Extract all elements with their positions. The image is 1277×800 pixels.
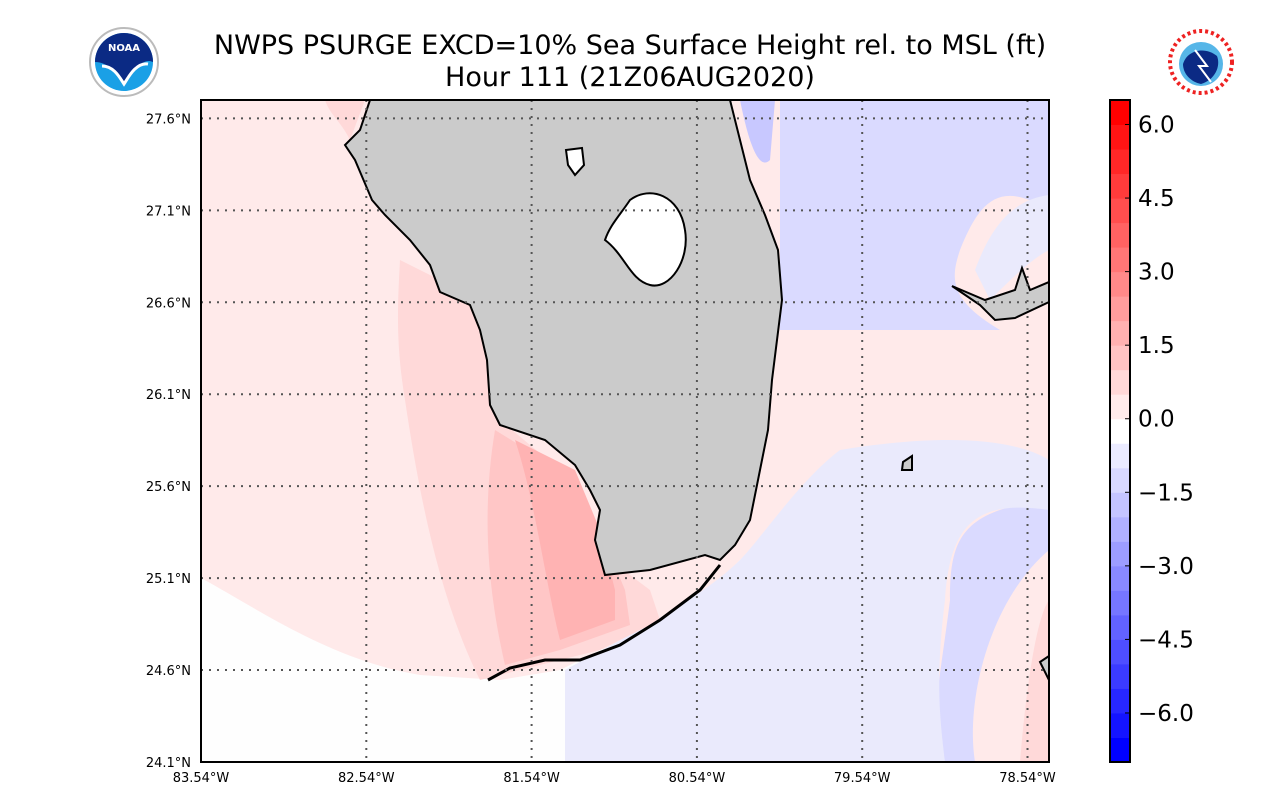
colorbar-bin — [1110, 418, 1130, 444]
colorbar-tick-label: −3.0 — [1138, 554, 1194, 580]
colorbar-tick-label: −1.5 — [1138, 480, 1194, 506]
colorbar-bin — [1110, 712, 1130, 738]
y-tick-label: 27.1°N — [146, 204, 191, 219]
colorbar-bin — [1110, 247, 1130, 273]
colorbar-bin — [1110, 222, 1130, 248]
colorbar-bin — [1110, 614, 1130, 640]
colorbar-frame — [1109, 99, 1131, 763]
colorbar-bin — [1110, 345, 1130, 371]
x-tick-label: 83.54°W — [173, 771, 230, 786]
y-tick-label: 26.6°N — [146, 296, 191, 311]
colorbar-bin — [1110, 198, 1130, 224]
colorbar-bin — [1110, 688, 1130, 714]
colorbar-bin — [1110, 565, 1130, 591]
colorbar-bin — [1110, 271, 1130, 297]
colorbar-tick-label: 6.0 — [1138, 113, 1175, 139]
colorbar-tick-label: 4.5 — [1138, 186, 1175, 212]
nws-logo — [1167, 28, 1235, 96]
svg-text:NOAA: NOAA — [108, 43, 140, 54]
colorbar-bin — [1110, 467, 1130, 493]
colorbar-bin — [1110, 541, 1130, 567]
colorbar: 6.0 4.5 3.0 1.5 0.0 −1.5 −3.0 −4.5 −6.0 — [1109, 99, 1194, 763]
gulf-background-region — [201, 100, 1049, 762]
y-tick-label: 25.6°N — [146, 480, 191, 495]
x-tick-label: 81.54°W — [503, 771, 560, 786]
open-gulf-south-region — [201, 540, 760, 762]
colorbar-tick-label: 0.0 — [1138, 407, 1175, 433]
colorbar-bin — [1110, 639, 1130, 665]
colorbar-bin — [1110, 737, 1130, 763]
colorbar-bin — [1110, 100, 1130, 126]
florida-keys — [487, 564, 722, 682]
y-tick-label: 26.1°N — [146, 388, 191, 403]
colorbar-bin — [1110, 149, 1130, 175]
y-tick-label: 25.1°N — [146, 572, 191, 587]
x-tick-label: 80.54°W — [669, 771, 726, 786]
surge-field — [201, 100, 1049, 762]
colorbar-tick-label: −6.0 — [1138, 701, 1194, 727]
noaa-logo: NOAA — [89, 27, 159, 97]
colorbar-bin — [1110, 590, 1130, 616]
y-tick-label: 24.1°N — [146, 756, 191, 771]
x-tick-label: 79.54°W — [834, 771, 891, 786]
colorbar-bin — [1110, 124, 1130, 150]
colorbar-bin — [1110, 173, 1130, 199]
straits-of-florida-region — [565, 440, 1049, 762]
y-tick-label: 24.6°N — [146, 664, 191, 679]
colorbar-bin — [1110, 492, 1130, 518]
x-tick-label: 82.54°W — [338, 771, 395, 786]
colorbar-bin — [1110, 516, 1130, 542]
colorbar-bin — [1110, 663, 1130, 689]
y-tick-label: 27.6°N — [146, 112, 191, 127]
grand-bahama-land — [951, 264, 1049, 322]
colorbar-bin — [1110, 394, 1130, 420]
chart-title: NWPS PSURGE EXCD=10% Sea Surface Height … — [213, 30, 1047, 61]
x-axis-ticks: 83.54°W 82.54°W 81.54°W 80.54°W 79.54°W 78.54… — [173, 771, 1056, 786]
colorbar-tick-label: 3.0 — [1138, 260, 1175, 286]
x-tick-label: 78.54°W — [999, 771, 1056, 786]
colorbar-bin — [1110, 320, 1130, 346]
colorbar-tick-label: 1.5 — [1138, 333, 1175, 359]
graticule — [201, 100, 1049, 762]
colorbar-bin — [1110, 296, 1130, 322]
y-axis-ticks: 24.1°N 24.6°N 25.1°N 25.6°N 26.1°N 26.6°N 27.1… — [146, 112, 191, 771]
chart-subtitle: Hour 111 (21Z06AUG2020) — [445, 62, 815, 93]
colorbar-tick-label: −4.5 — [1138, 627, 1194, 653]
florida-peninsula-land — [343, 100, 784, 577]
colorbar-bin — [1110, 369, 1130, 395]
ten-thousand-islands-surge-region — [515, 440, 615, 640]
southwest-coast-surge-region — [397, 260, 660, 680]
plot-frame — [200, 99, 1050, 763]
lake-okeechobee — [603, 192, 687, 287]
atlantic-east-coast-region — [720, 100, 1049, 762]
colorbar-bin — [1110, 443, 1130, 469]
